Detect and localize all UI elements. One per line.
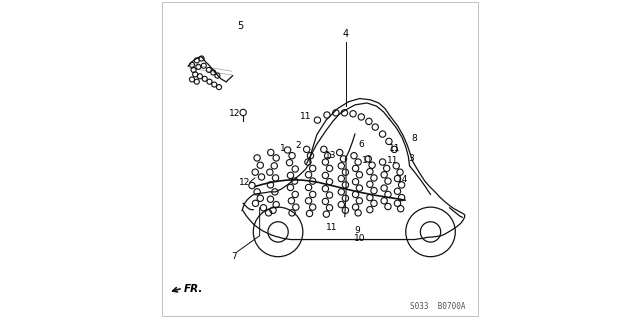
Text: 3: 3 [408, 154, 413, 163]
Text: 6: 6 [358, 140, 364, 149]
Text: 11: 11 [362, 156, 373, 165]
Text: 9: 9 [355, 226, 360, 234]
Text: 11: 11 [389, 144, 401, 153]
Text: 14: 14 [397, 175, 408, 184]
Text: 13: 13 [324, 151, 336, 160]
Text: 12: 12 [228, 109, 240, 118]
Text: 11: 11 [300, 112, 311, 121]
Text: 8: 8 [412, 134, 417, 143]
Text: 10: 10 [354, 234, 365, 243]
Text: FR.: FR. [184, 284, 203, 294]
Text: 11: 11 [387, 156, 399, 165]
Text: 12: 12 [239, 178, 251, 187]
Text: 5: 5 [237, 21, 243, 31]
Text: 11: 11 [326, 223, 338, 232]
Text: 2: 2 [296, 141, 301, 150]
Text: S033  B0700A: S033 B0700A [410, 302, 465, 311]
Text: 1: 1 [280, 144, 286, 153]
Text: 7: 7 [231, 252, 237, 261]
Text: 4: 4 [343, 29, 349, 40]
